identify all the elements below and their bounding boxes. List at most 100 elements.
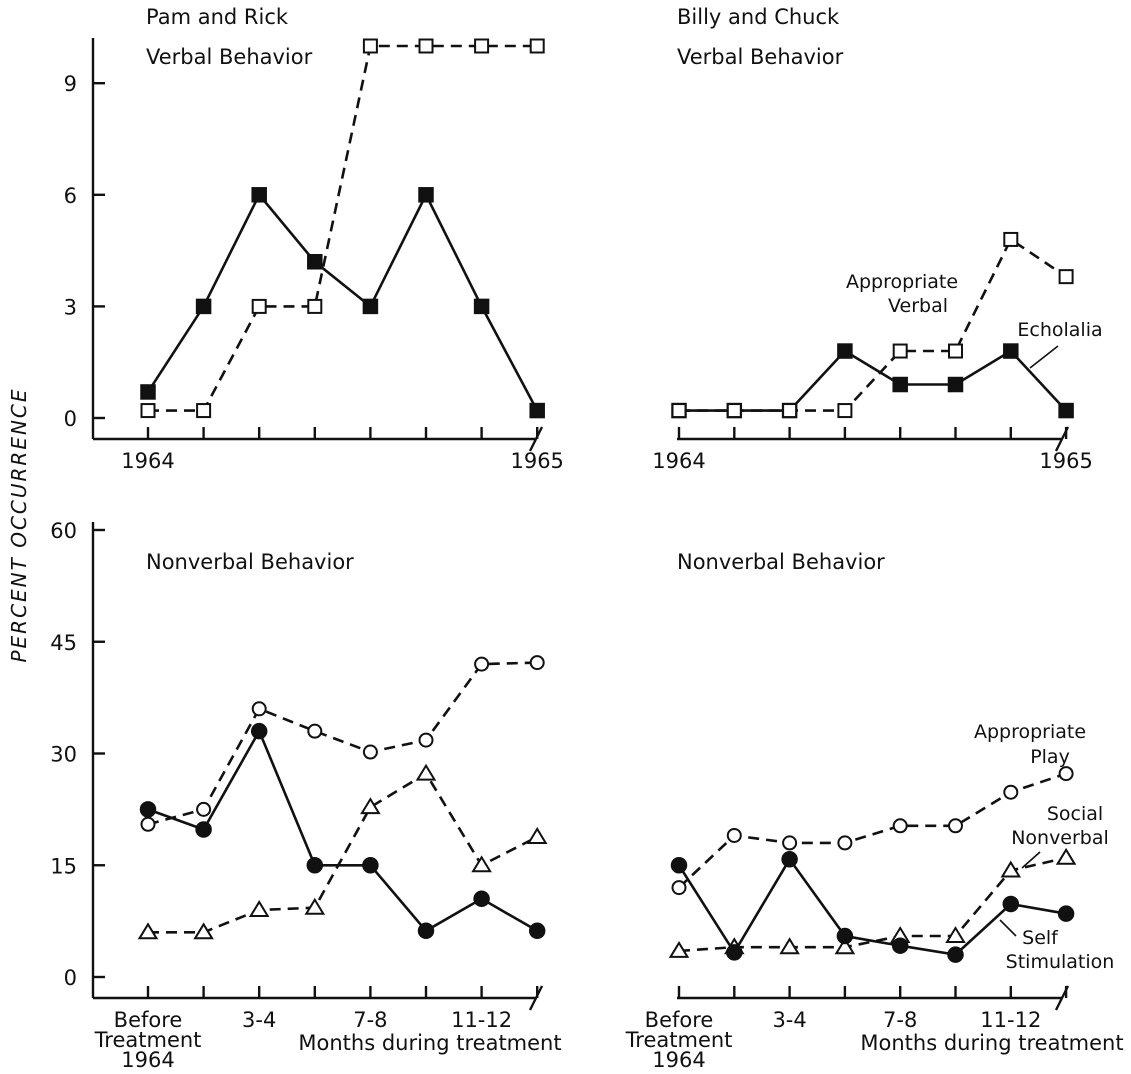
data-point-triangle-open	[668, 940, 690, 958]
annotation-self-stimulation-line-2: Stimulation	[1006, 951, 1115, 973]
x-tick-label: 1964	[652, 1048, 705, 1072]
chart-title-line-2: Verbal Behavior	[146, 45, 313, 69]
y-tick-label: 0	[64, 966, 77, 990]
data-point-square-open	[671, 403, 687, 419]
data-point-circle-open	[140, 816, 156, 832]
data-point-square-filled	[837, 343, 853, 359]
data-point-square-filled	[529, 402, 545, 419]
data-point-circle-open	[726, 827, 742, 843]
data-point-circle-open	[837, 835, 853, 851]
data-point-circle-open	[474, 656, 490, 672]
chart-title-line-2: Verbal Behavior	[677, 45, 844, 69]
data-point-circle-filled	[1057, 905, 1075, 922]
data-point-circle-filled	[726, 944, 743, 961]
data-point-circle-filled	[362, 857, 379, 874]
y-tick-label: 3	[64, 295, 77, 319]
series-line-1	[679, 237, 1067, 412]
series-line-0	[678, 772, 1067, 889]
annotation-appropriate-play-line-1: Appropriate	[974, 721, 1086, 743]
data-point-triangle-open	[1055, 847, 1077, 865]
x-tick-label: 1964	[121, 449, 174, 473]
data-point-square-filled	[140, 384, 156, 400]
x-tick-label: 3-4	[242, 1008, 276, 1032]
data-point-square-filled	[892, 376, 908, 393]
data-point-square-open	[1003, 231, 1019, 247]
y-tick-label: 60	[50, 519, 77, 543]
data-point-circle-filled	[781, 851, 798, 868]
data-point-square-open	[837, 403, 853, 419]
x-tick-label: Treatment	[94, 1028, 202, 1052]
data-point-triangle-open	[248, 900, 270, 917]
data-point-circle-filled	[1002, 895, 1020, 913]
y-tick-label: 15	[50, 854, 77, 878]
annotation-echolalia: Echolalia	[1017, 319, 1102, 341]
x-tick-label: Before	[645, 1008, 714, 1032]
data-point-circle-filled	[947, 946, 964, 963]
panel-pam-rick-verbal: Pam and Rick Verbal Behavior 0 3 6 9 1964 1965	[64, 5, 564, 473]
chart-title-line-1: Nonverbal Behavior	[146, 550, 354, 574]
x-tick-label: 1964	[121, 1048, 174, 1072]
x-axis-label: Months during treatment	[298, 1031, 561, 1055]
data-point-square-open	[782, 403, 798, 419]
data-point-circle-open	[362, 744, 378, 760]
x-tick-label: 7-8	[353, 1008, 387, 1032]
data-point-triangle-open	[471, 855, 492, 873]
data-point-circle-filled	[306, 857, 324, 874]
data-point-circle-filled	[528, 922, 546, 940]
data-point-square-open	[307, 298, 323, 314]
x-tick-label: 1965	[510, 449, 563, 473]
data-point-circle-open	[196, 801, 212, 817]
panel-pam-rick-nonverbal: Nonverbal Behavior 0 15 30 45 60 BeforeTreatme…	[50, 519, 561, 1072]
data-point-square-open	[140, 403, 156, 419]
data-point-square-filled	[307, 254, 323, 270]
data-point-triangle-open	[779, 937, 800, 955]
x-axis-label: Months during treatment	[860, 1031, 1123, 1055]
data-point-triangle-open	[360, 797, 381, 815]
chart-title-line-1: Nonverbal Behavior	[677, 550, 885, 574]
series-line-1	[678, 856, 1067, 953]
data-point-circle-filled	[473, 890, 490, 908]
x-tick-label: 11-12	[451, 1008, 512, 1032]
leader-self-stimulation	[999, 919, 1017, 937]
series-line-1	[148, 44, 538, 412]
panel-billy-chuck-nonverbal: Appropriate Play Social Nonverbal Self S…	[625, 550, 1124, 1072]
data-point-circle-filled	[250, 722, 268, 740]
y-tick-label: 45	[50, 631, 77, 655]
annotation-self-stimulation-line-1: Self	[1022, 927, 1059, 949]
data-point-square-open	[418, 38, 434, 54]
data-point-triangle-open	[304, 897, 326, 915]
data-point-square-filled	[1003, 343, 1019, 359]
data-point-square-open	[362, 38, 378, 54]
y-tick-label: 9	[64, 72, 77, 96]
data-point-circle-open	[251, 701, 267, 717]
data-point-circle-filled	[195, 821, 212, 838]
data-point-square-open	[1058, 269, 1074, 285]
data-point-triangle-open	[1000, 860, 1022, 878]
data-point-circle-open	[307, 723, 323, 739]
data-point-square-open	[726, 403, 742, 419]
data-point-circle-open	[1003, 784, 1019, 800]
data-point-circle-open	[1058, 766, 1074, 782]
x-tick-label: 1964	[652, 449, 705, 473]
series-line-0	[146, 191, 539, 412]
data-point-square-open	[892, 343, 908, 359]
y-tick-label: 0	[64, 407, 77, 431]
annotation-social-nonverbal-line-2: Nonverbal	[1011, 827, 1109, 849]
data-point-square-open	[529, 38, 545, 54]
series-line-1	[147, 728, 538, 933]
data-point-triangle-open	[945, 926, 966, 944]
data-point-circle-open	[671, 880, 687, 896]
data-point-square-filled	[1058, 402, 1074, 419]
x-tick-label: 3-4	[772, 1008, 806, 1032]
data-point-circle-filled	[891, 937, 909, 954]
data-point-square-filled	[473, 298, 490, 315]
data-point-square-open	[474, 38, 490, 54]
data-point-circle-open	[782, 835, 798, 851]
annotation-appropriate-verbal-line-2: Verbal	[888, 295, 948, 317]
series-line-2	[148, 771, 538, 934]
annotation-appropriate-verbal-line-1: Appropriate	[846, 271, 958, 293]
y-axis-label: PERCENT OCCURRENCE	[7, 387, 31, 662]
chart-title-line-1: Billy and Chuck	[677, 5, 840, 29]
data-point-square-open	[948, 343, 963, 359]
